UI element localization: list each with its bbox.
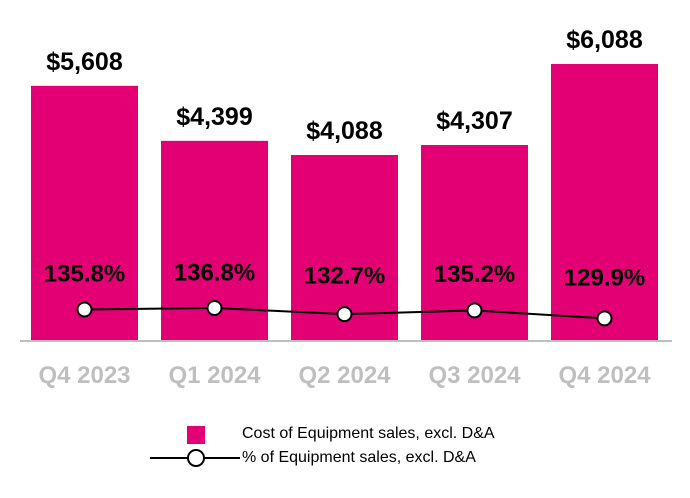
bar-value-label-4: $6,088 [566,26,643,54]
pct-marker-1 [206,300,223,316]
x-tick-labels: Q4 2023 Q1 2024 Q2 2024 Q3 2024 Q4 2024 [38,362,651,389]
x-tick-label-0: Q4 2023 [38,362,130,389]
pct-value-label-1: 136.8% [174,260,255,287]
x-tick-label-2: Q2 2024 [298,362,391,389]
bar-value-label-3: $4,307 [436,107,512,135]
pct-value-label-0: 135.8% [44,260,125,287]
pct-marker-4 [596,310,613,327]
x-tick-label-4: Q4 2024 [558,362,651,389]
legend-item-bar: Cost of Equipment sales, excl. D&A [150,422,610,446]
legend-label-line: % of Equipment sales, excl. D&A [242,449,476,466]
bar-labels-group: $5,608 $4,399 $4,088 $4,307 $6,088 [46,26,643,145]
legend-item-line: % of Equipment sales, excl. D&A [150,446,610,470]
bar-value-label-1: $4,399 [176,103,252,131]
pct-marker-2 [336,306,353,323]
pct-value-label-3: 135.2% [434,261,515,288]
bar-value-label-0: $5,608 [46,48,123,76]
bar-value-label-2: $4,088 [306,117,383,145]
chart: $5,608 $4,399 $4,088 $4,307 $6,088 135.8% 136… [20,26,672,389]
bars-group [31,64,658,341]
pct-marker-0 [76,301,93,318]
x-tick-label-3: Q3 2024 [428,362,521,389]
markers-group [76,300,613,327]
bar-4 [551,64,658,341]
legend-marker-sample [187,449,205,467]
legend-label-bar: Cost of Equipment sales, excl. D&A [242,425,495,442]
legend: Cost of Equipment sales, excl. D&A % of … [150,422,610,470]
x-tick-label-1: Q1 2024 [168,362,261,389]
legend-swatch-bar [187,426,205,444]
pct-value-label-2: 132.7% [304,263,385,290]
pct-labels-group: 135.8% 136.8% 132.7% 135.2% 129.9% [44,260,645,292]
pct-value-label-4: 129.9% [564,264,645,291]
bar-0 [31,85,138,341]
pct-marker-3 [466,302,483,319]
